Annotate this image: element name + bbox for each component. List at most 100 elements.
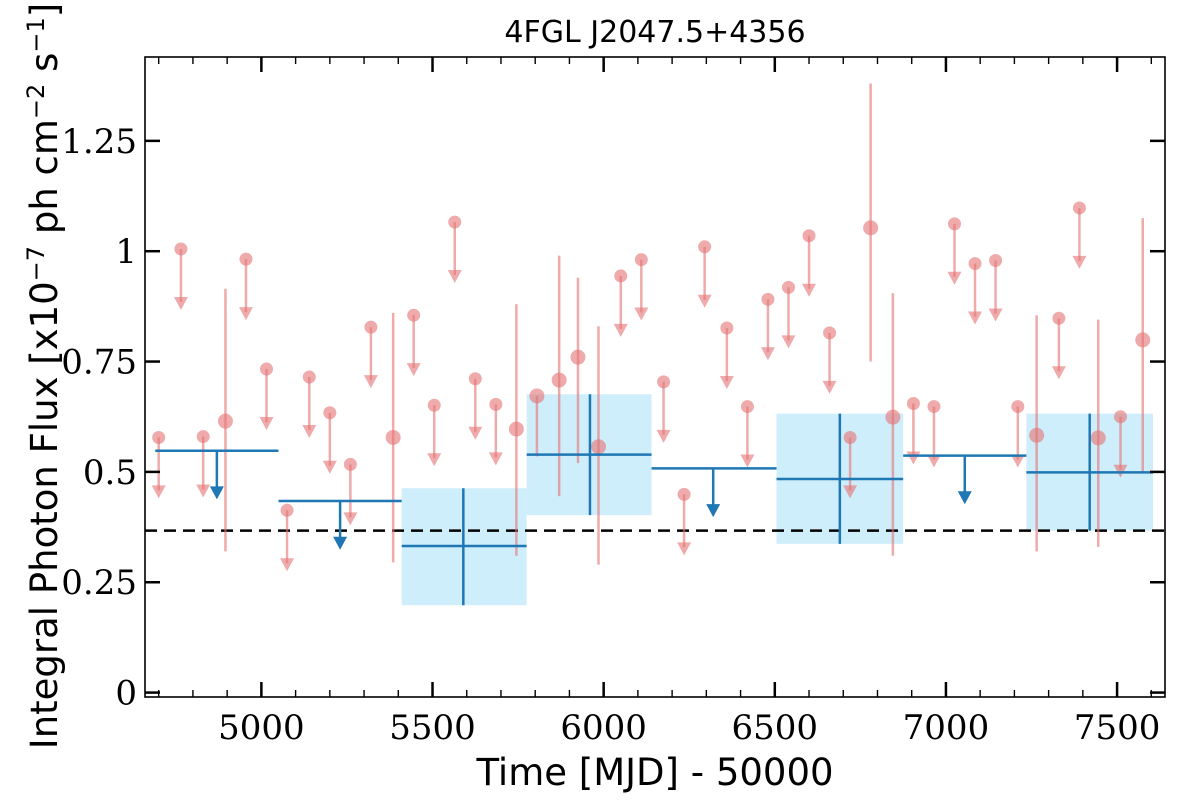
short-bin-upper-limit-point <box>407 308 421 322</box>
short-bin-upper-limit-arrow <box>968 311 983 325</box>
short-bin-upper-limit-arrow <box>363 375 378 389</box>
short-bin-upper-limit-arrow <box>1051 366 1066 380</box>
short-bin-upper-limit-arrow <box>322 460 337 474</box>
short-bin-upper-limit-point <box>657 375 671 389</box>
short-bin-upper-limit-arrow <box>656 429 671 443</box>
y-axis-label-mid: ph cm <box>23 119 66 246</box>
long-bin-upper-limit-arrow <box>333 536 348 550</box>
short-bin-upper-limit-arrow <box>280 558 295 572</box>
y-axis-label-main: Integral Photon Flux [x10 <box>23 281 66 749</box>
short-bin-upper-limit-arrow <box>822 380 837 394</box>
short-bin-upper-limit-arrow <box>427 453 442 467</box>
short-bin-detection-point <box>385 429 401 445</box>
y-tick-label: 0.75 <box>61 343 137 383</box>
short-bin-upper-limit-point <box>906 396 920 410</box>
short-bin-upper-limit-arrow <box>196 484 211 498</box>
short-bin-upper-limit-point <box>1052 311 1066 325</box>
y-tick-label: 1 <box>115 232 137 272</box>
short-bin-upper-limit-point <box>781 280 795 294</box>
short-bin-upper-limit-arrow <box>634 307 649 321</box>
short-bin-upper-limit-arrow <box>238 307 253 321</box>
short-bin-detection-point <box>1029 427 1045 443</box>
y-axis-label-end: ] <box>23 3 66 17</box>
short-bin-upper-limit-point <box>239 252 253 266</box>
short-bin-upper-limit-arrow <box>843 485 858 499</box>
short-bin-upper-limit-point <box>427 398 441 412</box>
axis-ticks <box>145 57 1165 697</box>
short-bin-upper-limit-arrow <box>343 512 358 526</box>
short-bin-upper-limit-point <box>174 242 188 256</box>
short-bin-upper-limit-point <box>1114 410 1128 424</box>
short-bin-upper-limit-arrow <box>1010 454 1025 468</box>
short-bin-detection-point <box>551 372 567 388</box>
short-bin-upper-limit-point <box>989 253 1003 267</box>
x-tick-label: 7500 <box>1074 708 1161 748</box>
short-bin-upper-limit-point <box>823 326 837 340</box>
long-bin-upper-limit-arrow <box>209 486 224 500</box>
x-tick-label: 5500 <box>389 708 476 748</box>
short-bin-upper-limit-point <box>698 240 712 254</box>
short-bin-upper-limit-point <box>740 400 754 414</box>
short-bin-upper-limit-arrow <box>488 452 503 466</box>
short-bin-upper-limit-point <box>843 430 857 444</box>
short-bin-series <box>151 83 1151 572</box>
short-bin-upper-limit-point <box>260 362 274 376</box>
short-bin-upper-limit-arrow <box>468 426 483 440</box>
y-axis-label-exp1: −7 <box>22 246 50 281</box>
x-axis-label: Time [MJD] - 50000 <box>475 751 833 794</box>
short-bin-detection-point <box>1090 430 1106 446</box>
chart-title: 4FGL J2047.5+4356 <box>504 15 805 50</box>
short-bin-upper-limit-point <box>196 430 210 444</box>
short-bin-upper-limit-point <box>968 257 982 271</box>
x-tick-label: 5000 <box>218 708 305 748</box>
short-bin-upper-limit-point <box>927 400 941 414</box>
short-bin-upper-limit-point <box>280 503 294 517</box>
short-bin-upper-limit-arrow <box>740 454 755 468</box>
short-bin-upper-limit-arrow <box>613 323 628 337</box>
y-tick-label: 0 <box>115 674 137 714</box>
short-bin-upper-limit-arrow <box>760 347 775 361</box>
short-bin-detection-point <box>885 409 901 425</box>
long-bin-upper-limit-arrow <box>706 504 721 518</box>
y-axis-label-mid2: s <box>23 53 66 84</box>
short-bin-upper-limit-arrow <box>906 451 921 465</box>
short-bin-detection-point <box>570 349 586 365</box>
y-tick-label: 0.25 <box>61 563 137 603</box>
short-bin-upper-limit-arrow <box>988 308 1003 322</box>
short-bin-upper-limit-arrow <box>1072 255 1087 269</box>
short-bin-upper-limit-point <box>614 269 628 283</box>
y-axis-label-exp3: −1 <box>22 17 50 52</box>
short-bin-upper-limit-arrow <box>447 270 462 284</box>
long-bin-series <box>155 394 1154 606</box>
short-bin-upper-limit-point <box>152 430 166 444</box>
short-bin-upper-limit-arrow <box>697 294 712 308</box>
short-bin-upper-limit-point <box>323 406 337 420</box>
short-bin-upper-limit-point <box>343 457 357 471</box>
short-bin-upper-limit-point <box>1072 201 1086 215</box>
short-bin-upper-limit-arrow <box>406 363 421 377</box>
x-tick-label: 6000 <box>560 708 647 748</box>
short-bin-upper-limit-point <box>364 320 378 334</box>
short-bin-upper-limit-arrow <box>259 417 274 431</box>
short-bin-upper-limit-point <box>761 292 775 306</box>
short-bin-detection-point <box>217 413 233 429</box>
short-bin-upper-limit-arrow <box>781 335 796 349</box>
short-bin-upper-limit-arrow <box>677 542 692 556</box>
short-bin-upper-limit-point <box>802 229 816 243</box>
y-tick-label: 1.25 <box>61 122 137 162</box>
short-bin-upper-limit-point <box>489 397 503 411</box>
short-bin-upper-limit-point <box>720 321 734 335</box>
short-bin-upper-limit-point <box>677 487 691 501</box>
short-bin-upper-limit-arrow <box>719 375 734 389</box>
short-bin-detection-point <box>508 421 524 437</box>
short-bin-detection-point <box>863 220 879 236</box>
short-bin-upper-limit-point <box>634 253 648 267</box>
short-bin-upper-limit-point <box>1011 400 1025 414</box>
short-bin-upper-limit-arrow <box>947 271 962 285</box>
y-tick-label: 0.5 <box>83 453 137 493</box>
short-bin-detection-point <box>529 388 545 404</box>
y-axis-label-exp2: −2 <box>22 84 50 119</box>
short-bin-upper-limit-arrow <box>926 454 941 468</box>
x-tick-label: 6500 <box>732 708 819 748</box>
